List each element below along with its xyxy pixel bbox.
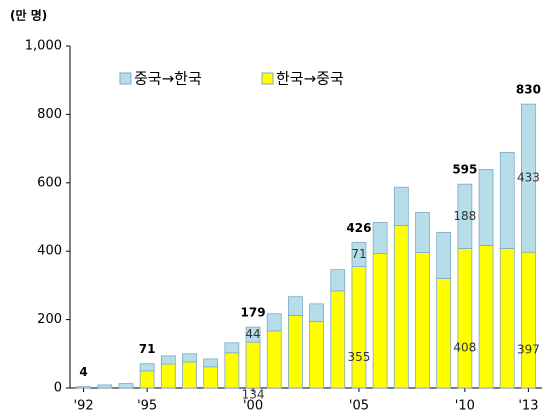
data-label: 408	[453, 341, 476, 355]
legend-swatch	[119, 72, 132, 85]
bar-segment	[309, 303, 324, 323]
data-label: 433	[517, 171, 540, 185]
x-tick-label: '00	[243, 399, 263, 414]
bar-segment	[76, 386, 91, 389]
total-label: 4	[79, 365, 87, 379]
bar-segment	[372, 222, 388, 254]
bar-segment	[415, 212, 430, 253]
y-tick-label: 400	[37, 244, 62, 259]
data-label: 355	[348, 350, 371, 364]
bar-segment	[521, 103, 536, 253]
bar-segment	[245, 326, 261, 343]
bar-segment	[288, 315, 303, 389]
bar-segment	[288, 296, 303, 316]
bar-segment	[436, 278, 452, 389]
total-label: 71	[139, 342, 156, 356]
data-label: 134	[242, 388, 265, 402]
x-tick-label: '10	[455, 399, 475, 414]
bar-segment	[245, 341, 261, 389]
bar-segment	[97, 384, 113, 389]
bar-segment	[224, 342, 240, 354]
bar-segment	[457, 248, 473, 389]
bar-segment	[182, 353, 197, 363]
y-tick-label: 0	[54, 381, 62, 396]
data-label: 397	[517, 343, 540, 357]
bar-segment	[521, 251, 536, 389]
total-label: 595	[452, 163, 477, 177]
bar-segment	[266, 313, 282, 332]
bar-segment	[436, 231, 452, 279]
bar-segment	[393, 186, 409, 226]
bar-segment	[351, 266, 367, 389]
bar-segment	[393, 225, 409, 389]
bar-segment	[203, 358, 219, 368]
y-tick-label: 200	[37, 312, 62, 327]
bar-segment	[160, 363, 176, 389]
bar-segment	[182, 361, 197, 389]
x-tick-label: '95	[137, 399, 157, 414]
x-tick-label: '92	[74, 399, 94, 414]
data-label: 71	[351, 247, 366, 261]
bar-segment	[266, 330, 282, 389]
bar-segment	[415, 252, 430, 389]
total-label: 830	[516, 83, 541, 97]
data-label: 188	[453, 209, 476, 223]
bar-segment	[499, 151, 515, 249]
bar-segment	[160, 355, 176, 365]
y-tick-label: 1,000	[25, 39, 62, 54]
bar-segment	[478, 169, 494, 246]
bar-segment	[118, 383, 134, 389]
bar-segment	[351, 241, 367, 267]
bar-segment	[478, 244, 494, 389]
legend-swatch	[261, 72, 274, 85]
bar-segment	[224, 352, 240, 389]
bar-segment	[139, 370, 155, 389]
total-label: 426	[346, 221, 371, 235]
bar-segment	[309, 321, 324, 389]
y-tick-label: 800	[37, 107, 62, 122]
y-tick-label: 600	[37, 175, 62, 190]
bar-segment	[203, 366, 219, 389]
bar-segment	[330, 290, 346, 389]
x-tick-label: '13	[518, 399, 538, 414]
bar-segment	[499, 248, 515, 389]
bar-segment	[457, 183, 473, 249]
data-label: 44	[245, 327, 260, 341]
bar-segment	[330, 269, 346, 292]
bar-segment	[372, 253, 388, 389]
legend-label: 중국→한국	[134, 70, 202, 88]
legend-label: 한국→중국	[276, 70, 344, 88]
total-label: 179	[241, 306, 266, 320]
y-unit-label: (만 명)	[10, 8, 47, 23]
x-tick-label: '05	[349, 399, 369, 414]
bar-segment	[139, 363, 155, 372]
